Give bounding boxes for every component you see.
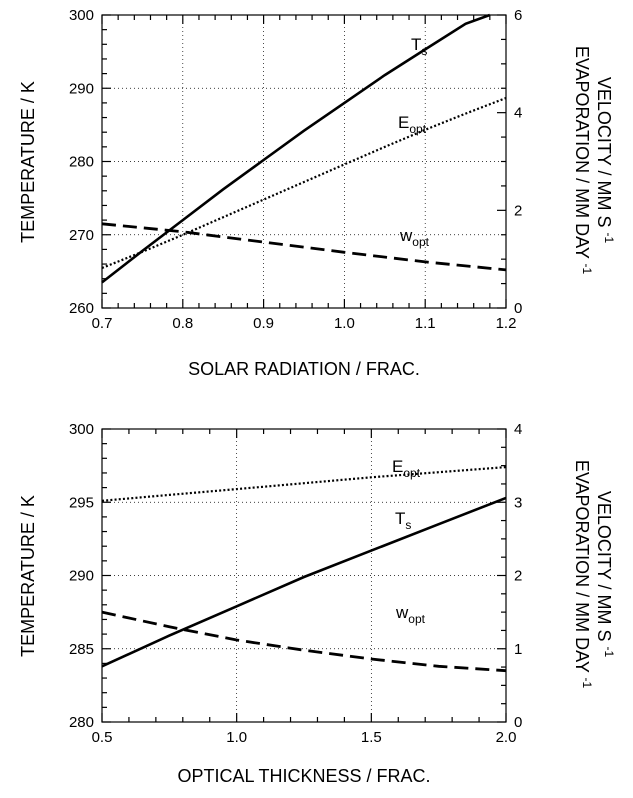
series-line-ts-panel-2 — [101, 496, 507, 668]
series-panel-1 — [101, 13, 507, 284]
panel-optical-thickness: 0.5 1.0 1.5 2.0 280 285 290 295 300 0 1 2 3 4 Eopt Ts… — [18, 421, 616, 786]
panel-solar-radiation: 0.7 0.8 0.9 1.0 1.1 1.2 260 270 280 290 300 0 2 4 6 Ts… — [18, 7, 616, 379]
y-tick-label: 260 — [69, 300, 94, 317]
y2-axis-title-line1-panel-2: EVAPORATION / MM DAY -1 — [572, 460, 594, 689]
y2-tick-label: 1 — [514, 641, 522, 658]
series-line-ts-panel-1 — [101, 13, 491, 284]
x-axis-title-panel-2: OPTICAL THICKNESS / FRAC. — [177, 766, 430, 786]
grid-panel-1 — [102, 15, 506, 308]
x-tick-label: 1.5 — [361, 729, 382, 746]
y-tick-label: 270 — [69, 227, 94, 244]
y-tick-label: 280 — [69, 714, 94, 731]
y2-axis-title-line1-panel-1: EVAPORATION / MM DAY -1 — [572, 46, 594, 275]
y2-tick-label: 0 — [514, 714, 522, 731]
x-tick-label: 0.7 — [92, 315, 113, 332]
y2-tick-label: 2 — [514, 202, 522, 219]
y2-tick-label: 4 — [514, 105, 522, 122]
x-tick-label: 0.5 — [92, 729, 113, 746]
y2-tick-label: 6 — [514, 7, 522, 24]
series-line-eopt-panel-1 — [101, 96, 507, 270]
y2-tick-label: 2 — [514, 568, 522, 585]
x-tick-label: 1.0 — [334, 315, 355, 332]
x-tick-label: 2.0 — [496, 729, 517, 746]
y2-tick-label: 0 — [514, 300, 522, 317]
ticks-panel-2: 0.5 1.0 1.5 2.0 280 285 290 295 300 0 1 2 3 4 — [69, 421, 522, 746]
series-panel-2 — [101, 466, 507, 673]
y2-axis-title-line2-panel-1: VELOCITY / MM S -1 — [594, 77, 616, 244]
y-axis-title-panel-2: TEMPERATURE / K — [18, 495, 38, 657]
y-axis-title-panel-1: TEMPERATURE / K — [18, 81, 38, 243]
y2-axis-title-line2-panel-2: VELOCITY / MM S -1 — [594, 491, 616, 658]
x-tick-label: 0.9 — [253, 315, 274, 332]
series-line-wopt-panel-1 — [101, 222, 507, 272]
x-tick-label: 0.8 — [172, 315, 193, 332]
y-tick-label: 300 — [69, 7, 94, 24]
x-axis-title-panel-1: SOLAR RADIATION / FRAC. — [188, 359, 420, 379]
y-tick-label: 295 — [69, 494, 94, 511]
x-tick-label: 1.1 — [415, 315, 436, 332]
y-tick-label: 290 — [69, 568, 94, 585]
series-label-ts-panel-1: Ts — [411, 35, 427, 58]
series-label-ts-panel-2: Ts — [395, 509, 411, 532]
series-label-eopt-panel-1: Eopt — [398, 113, 427, 136]
series-line-eopt-panel-2 — [101, 466, 507, 502]
ticks-panel-1: 0.7 0.8 0.9 1.0 1.1 1.2 260 270 280 290 300 0 2 4 6 — [69, 7, 522, 332]
y-tick-label: 285 — [69, 641, 94, 658]
series-label-wopt-panel-1: wopt — [399, 226, 430, 249]
grid-panel-2 — [102, 429, 506, 722]
x-tick-label: 1.0 — [226, 729, 247, 746]
y-tick-label: 290 — [69, 80, 94, 97]
series-line-wopt-panel-2 — [101, 610, 507, 673]
y2-tick-label: 4 — [514, 421, 522, 438]
series-label-wopt-panel-2: wopt — [395, 603, 426, 626]
y-tick-label: 280 — [69, 154, 94, 171]
x-tick-label: 1.2 — [496, 315, 517, 332]
y-tick-label: 300 — [69, 421, 94, 438]
series-label-eopt-panel-2: Eopt — [392, 457, 421, 480]
y2-tick-label: 3 — [514, 494, 522, 511]
